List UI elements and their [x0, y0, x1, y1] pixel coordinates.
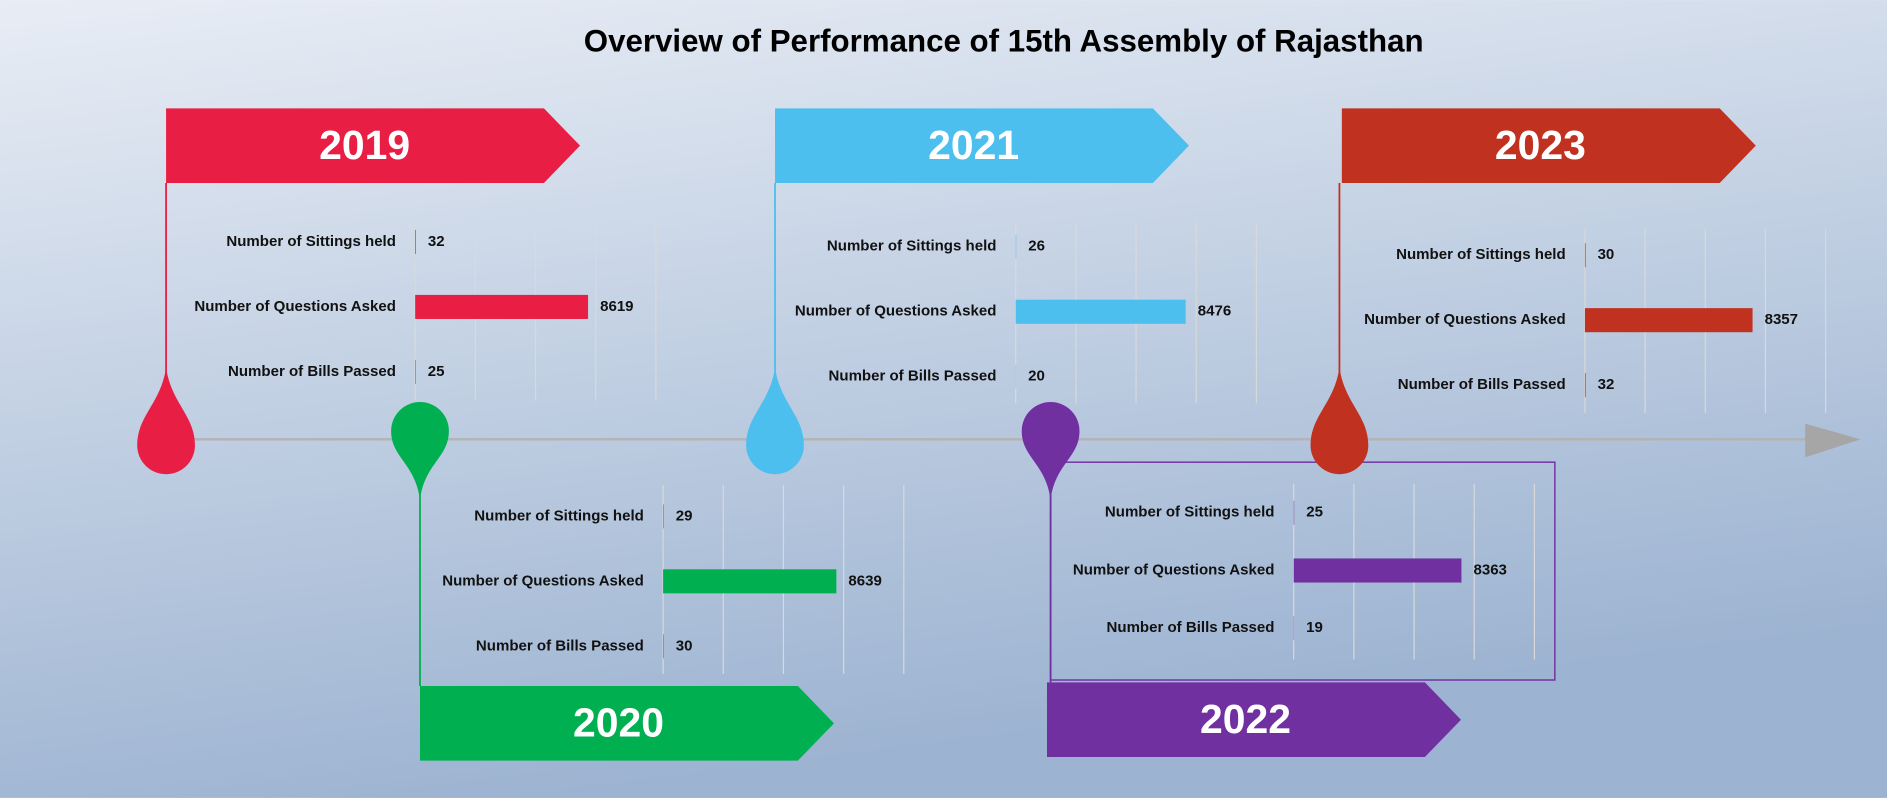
- category-label: Number of Questions Asked: [442, 572, 644, 589]
- value-label: 25: [1306, 504, 1323, 521]
- category-label: Number of Bills Passed: [829, 368, 997, 385]
- value-label: 26: [1028, 238, 1045, 255]
- value-label: 32: [1598, 376, 1615, 393]
- category-label: Number of Bills Passed: [1398, 376, 1566, 393]
- value-label: 8619: [600, 298, 633, 315]
- value-label: 25: [428, 363, 445, 380]
- year-label: 2019: [319, 122, 410, 168]
- bar: [1293, 558, 1462, 583]
- bar: [415, 229, 416, 254]
- bar: [1584, 373, 1586, 398]
- year-flag: [420, 686, 834, 761]
- pin: [1310, 367, 1369, 475]
- timeline-arrow: [1805, 423, 1861, 458]
- value-label: 8357: [1765, 311, 1798, 328]
- value-label: 20: [1028, 368, 1045, 385]
- pin: [1021, 402, 1080, 500]
- category-label: Number of Bills Passed: [476, 637, 644, 654]
- value-label: 8363: [1473, 561, 1506, 578]
- year-label: 2023: [1495, 122, 1586, 168]
- year-label: 2022: [1200, 696, 1291, 742]
- bar: [663, 634, 664, 659]
- bar: [1293, 500, 1295, 525]
- pin: [391, 402, 449, 500]
- page-title: Overview of Performance of 15th Assembly…: [584, 24, 1424, 59]
- year-flag: [775, 108, 1190, 183]
- category-label: Number of Bills Passed: [228, 363, 396, 380]
- value-label: 30: [676, 637, 693, 654]
- bar: [415, 359, 416, 384]
- category-label: Number of Questions Asked: [795, 303, 997, 320]
- value-label: 8476: [1198, 303, 1231, 320]
- value-label: 30: [1598, 246, 1615, 263]
- value-label: 32: [428, 233, 445, 250]
- category-label: Number of Sittings held: [1396, 246, 1566, 263]
- year-flag: [1341, 108, 1756, 183]
- pin: [137, 367, 195, 475]
- value-label: 8639: [848, 572, 881, 589]
- pin: [746, 367, 804, 475]
- value-label: 19: [1306, 619, 1323, 636]
- category-label: Number of Questions Asked: [1364, 311, 1566, 328]
- bar: [663, 504, 664, 529]
- year-flag: [166, 108, 581, 183]
- category-label: Number of Sittings held: [226, 233, 396, 250]
- value-label: 29: [676, 507, 693, 524]
- category-label: Number of Questions Asked: [194, 298, 396, 315]
- bar: [1584, 243, 1586, 268]
- bar: [663, 569, 837, 594]
- bar: [415, 294, 589, 319]
- year-label: 2021: [928, 122, 1019, 168]
- bar: [1015, 299, 1186, 324]
- category-label: Number of Questions Asked: [1073, 561, 1275, 578]
- category-label: Number of Bills Passed: [1107, 619, 1275, 636]
- category-label: Number of Sittings held: [474, 507, 644, 524]
- year-flag: [1046, 682, 1461, 758]
- category-label: Number of Sittings held: [1105, 504, 1275, 521]
- category-label: Number of Sittings held: [827, 238, 997, 255]
- year-label: 2020: [573, 700, 664, 746]
- bar: [1015, 234, 1017, 259]
- bar: [1584, 308, 1753, 333]
